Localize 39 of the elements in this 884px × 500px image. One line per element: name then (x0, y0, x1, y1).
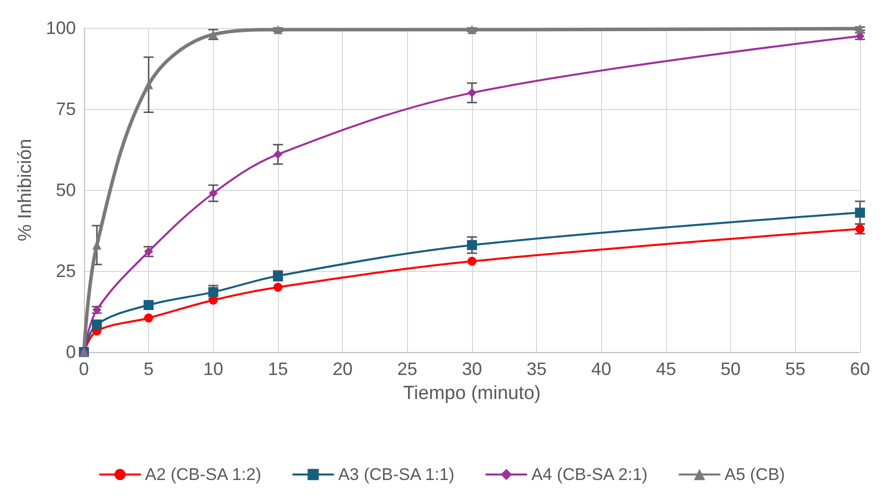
x-tick-label: 45 (656, 359, 676, 379)
y-tick-label: 0 (66, 342, 76, 362)
legend-label: A4 (CB-SA 2:1) (531, 465, 648, 484)
point (855, 208, 865, 218)
point (208, 188, 218, 198)
x-tick-label: 50 (720, 359, 741, 379)
y-tick-label: 50 (56, 180, 76, 200)
point (467, 88, 476, 98)
x-tick-label: 5 (144, 359, 154, 379)
x-tick-label: 60 (850, 359, 870, 379)
x-tick-label: 40 (591, 359, 612, 379)
x-tick-label: 10 (203, 359, 224, 379)
y-tick-label: 100 (46, 18, 76, 38)
x-axis-title: Tiempo (minuto) (403, 383, 541, 404)
legend-label: A5 (CB) (724, 465, 785, 484)
point (467, 256, 476, 266)
point (208, 287, 218, 298)
x-tick-label: 35 (526, 359, 547, 379)
point (467, 25, 476, 34)
point (144, 300, 154, 310)
point (273, 150, 282, 159)
x-tick-label: 30 (462, 359, 482, 379)
point (466, 240, 477, 250)
point (92, 319, 102, 330)
x-tick-label: 20 (332, 359, 353, 379)
legend-label: A2 (CB-SA 1:2) (145, 465, 262, 484)
x-tick-label: 25 (397, 359, 418, 379)
point (144, 80, 154, 90)
legend-label: A3 (CB-SA 1:1) (338, 465, 454, 484)
x-tick-label: 55 (785, 359, 806, 379)
x-tick-label: 15 (268, 359, 288, 379)
y-tick-label: 25 (56, 261, 76, 281)
point (273, 25, 282, 34)
point (144, 313, 154, 322)
y-tick-label: 75 (56, 99, 76, 119)
point (273, 282, 282, 292)
y-axis-title: % Inhibición (15, 138, 36, 242)
point (856, 24, 864, 34)
x-tick-label: 0 (78, 359, 89, 379)
